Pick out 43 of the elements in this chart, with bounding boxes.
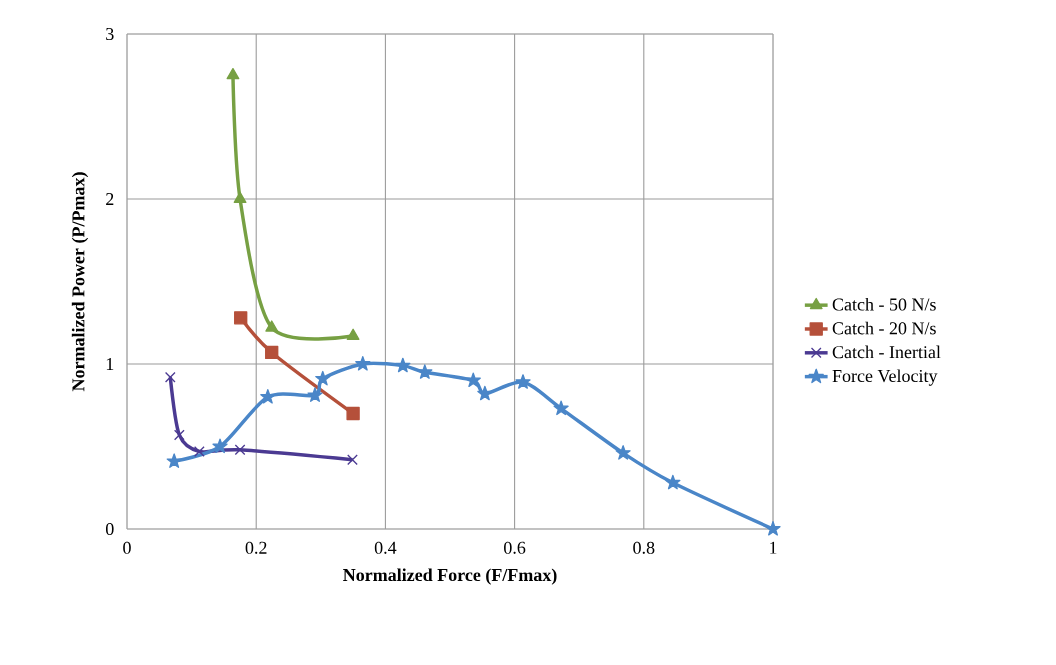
y-tick-label: 0 xyxy=(105,522,114,536)
point xyxy=(315,370,331,386)
point xyxy=(417,364,433,379)
point xyxy=(347,454,358,466)
point xyxy=(260,389,276,404)
point xyxy=(615,445,631,460)
point xyxy=(665,474,681,490)
x-tick-label: 0.8 xyxy=(633,541,655,554)
point xyxy=(234,444,246,456)
y-tick-label: 2 xyxy=(106,193,114,205)
point xyxy=(515,374,531,389)
y-tick-label: 1 xyxy=(106,358,114,370)
point xyxy=(477,385,493,401)
point xyxy=(226,67,240,80)
point xyxy=(265,345,279,360)
point xyxy=(346,406,360,421)
x-tick-label: 0.2 xyxy=(245,541,267,554)
point xyxy=(265,320,279,332)
legend-label: Catch - 20 N/s xyxy=(832,321,936,335)
point xyxy=(173,429,185,441)
x-tick-label: 0 xyxy=(123,541,131,554)
y-axis-title: Normalized Power (P/Pmax) xyxy=(71,172,89,392)
x-tick-label: 0.6 xyxy=(504,541,526,554)
point xyxy=(395,357,411,373)
point xyxy=(355,356,371,371)
point xyxy=(307,387,323,402)
point xyxy=(465,372,481,388)
x-axis-title: Normalized Force (F/Fmax) xyxy=(343,568,557,585)
point xyxy=(166,453,182,468)
point xyxy=(234,311,248,325)
legend-label: Catch - Inertial xyxy=(832,345,941,359)
point xyxy=(346,328,360,340)
y-tick-label: 3 xyxy=(106,27,114,41)
x-tick-label: 1 xyxy=(770,541,777,554)
point xyxy=(553,400,569,416)
legend-label: Catch - 50 N/s xyxy=(832,297,936,311)
point xyxy=(164,371,176,383)
point xyxy=(765,520,781,536)
point xyxy=(233,191,247,203)
point xyxy=(212,438,228,454)
legend-label: Force Velocity xyxy=(832,369,938,386)
x-tick-label: 0.4 xyxy=(374,541,397,554)
point xyxy=(193,446,205,457)
